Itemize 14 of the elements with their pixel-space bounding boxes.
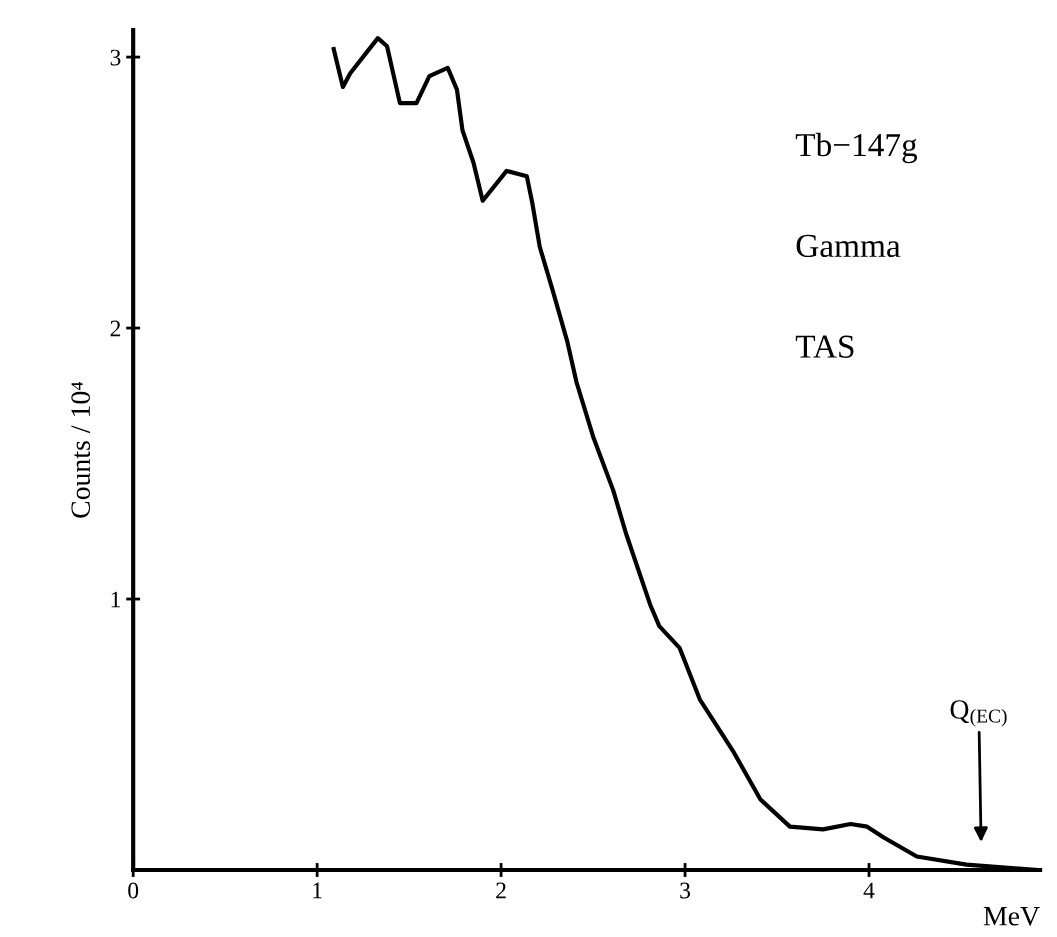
x-tick-label: 1 bbox=[313, 882, 322, 899]
annotation: Q$_{(EC)}$ bbox=[950, 700, 1007, 727]
x-tick-label: 0 bbox=[128, 882, 139, 899]
x-tick-label: 3 bbox=[680, 882, 691, 899]
x-tick-label: 2 bbox=[496, 882, 506, 899]
y-tick-label: 1 bbox=[111, 591, 120, 608]
x-tick-label: 4 bbox=[863, 882, 875, 899]
annotation: Gamma bbox=[796, 234, 901, 258]
y-tick-label: 2 bbox=[110, 320, 121, 337]
y-tick-label: 3 bbox=[110, 49, 121, 66]
x-axis-title: MeV bbox=[983, 907, 1040, 926]
annotation: Tb−147g bbox=[795, 132, 918, 164]
y-axis-title: Counts / 10⁴ bbox=[71, 381, 91, 518]
annotation: TAS bbox=[795, 335, 854, 358]
